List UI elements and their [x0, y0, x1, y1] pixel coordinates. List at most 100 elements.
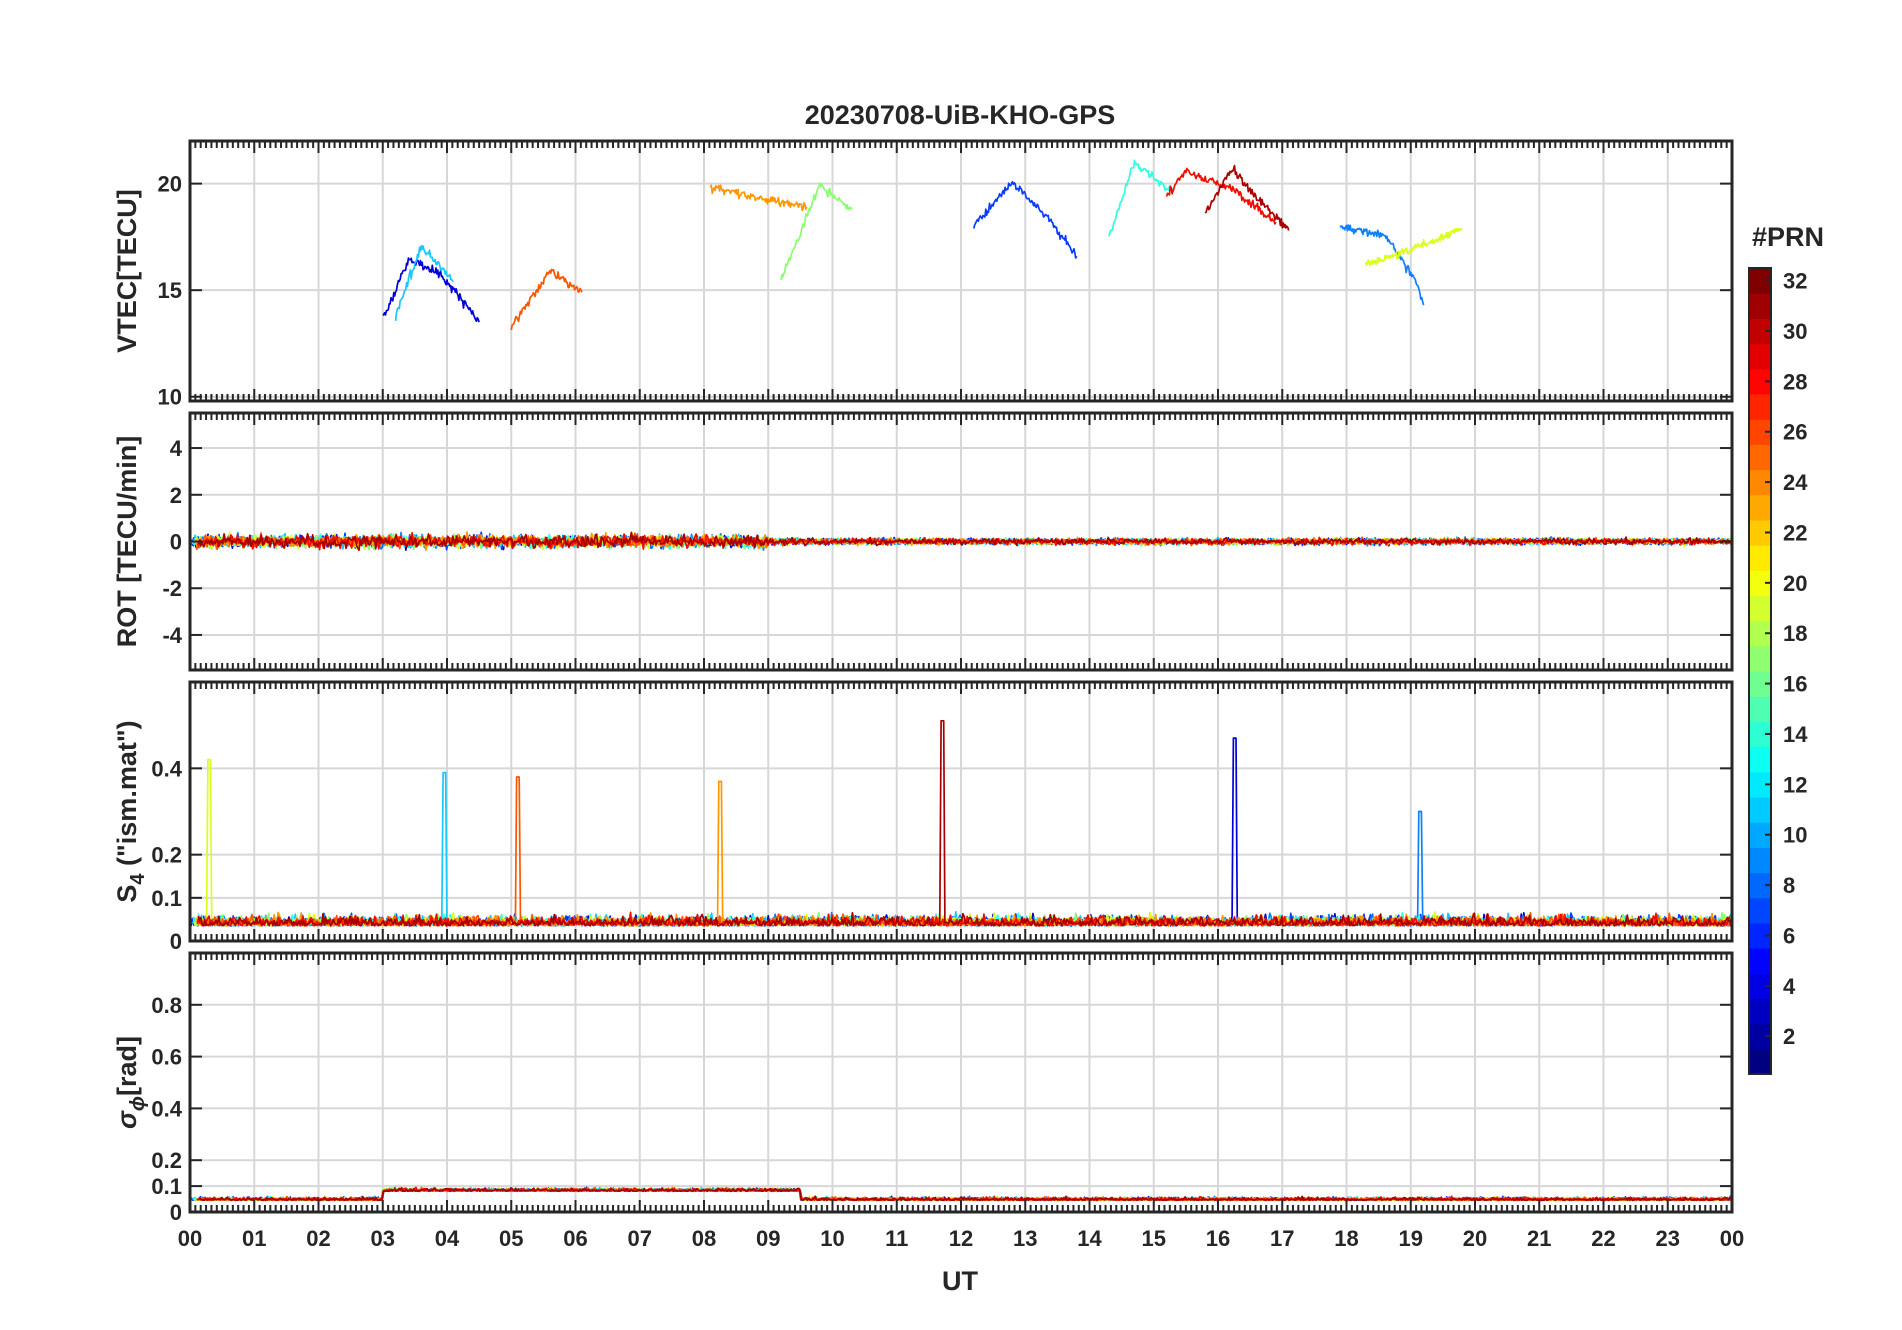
colorbar-tick-label: 14: [1783, 722, 1808, 747]
colorbar-swatch: [1749, 746, 1771, 773]
x-tick-label: 02: [306, 1226, 330, 1251]
traces-sigma: [190, 1186, 1732, 1202]
y-tick-label-rot: 4: [170, 436, 183, 461]
colorbar-swatch: [1749, 494, 1771, 521]
x-tick-label: 08: [692, 1226, 716, 1251]
trace-vtec-prn-31: [1204, 164, 1290, 231]
trace-s4-prn-23: [195, 780, 1732, 927]
x-tick-label: 21: [1527, 1226, 1551, 1251]
colorbar-tick-label: 20: [1783, 571, 1807, 596]
x-tick-label: 23: [1656, 1226, 1680, 1251]
colorbar-tick-label: 16: [1783, 672, 1807, 697]
x-tick-label: 20: [1463, 1226, 1487, 1251]
colorbar-tick-label: 12: [1783, 772, 1807, 797]
traces-rot: [190, 531, 1732, 552]
y-tick-label-s4: 0: [170, 929, 182, 954]
x-tick-label: 05: [499, 1226, 523, 1251]
y-tick-label-rot: -4: [162, 623, 182, 648]
y-axis-label-s4: S4 ("ism.mat"): [112, 720, 149, 902]
colorbar-swatch: [1749, 973, 1771, 1000]
y-ticks-sigma: [190, 1003, 1732, 1213]
grid-sigma: [190, 953, 1732, 1213]
y-ticks-s4: [190, 767, 1732, 942]
colorbar-tick-label: 8: [1783, 873, 1795, 898]
y-tick-label-vtec: 20: [158, 172, 182, 197]
trace-s4-prn-25: [196, 776, 1732, 927]
colorbar-swatch: [1749, 469, 1771, 496]
y-tick-label-rot: -2: [162, 576, 182, 601]
y-tick-label-sigma: 0.8: [151, 993, 182, 1018]
colorbar-swatch: [1749, 948, 1771, 974]
y-tick-label-s4: 0.2: [151, 843, 182, 868]
colorbar-tick-label: 18: [1783, 621, 1807, 646]
panel-vtec: 10 15 20 VTEC[TECU]: [112, 139, 1734, 410]
trace-vtec-prn-2: [382, 257, 480, 323]
y-ticks-vtec: [190, 182, 1732, 398]
y-axis-label-vtec: VTEC[TECU]: [112, 189, 142, 353]
panel-rot: -4 -2 0 2 4 ROT [TECU/min]: [112, 411, 1734, 672]
y-tick-label-s4: 0.1: [151, 886, 182, 911]
colorbar-tick-label: 22: [1783, 520, 1807, 545]
colorbar-swatch: [1749, 293, 1771, 319]
colorbar-swatch: [1749, 671, 1771, 697]
colorbar-swatch: [1749, 393, 1771, 420]
trace-vtec-prn-25: [510, 268, 583, 331]
x-tick-label: 15: [1142, 1226, 1166, 1251]
traces-vtec: [382, 159, 1463, 331]
x-tick-label: 09: [756, 1226, 780, 1251]
x-axis-label: UT: [942, 1266, 978, 1296]
colorbar-swatch: [1749, 771, 1771, 798]
y-tick-label-sigma: 0.6: [151, 1045, 182, 1070]
colorbar-tick-label: 30: [1783, 319, 1807, 344]
x-tick-label: 19: [1399, 1226, 1423, 1251]
x-tick-label: 04: [435, 1226, 460, 1251]
trace-rot-prn-31: [197, 531, 1732, 552]
panel-sigma: 00.10.2 0.4 0.6 0.8σϕ[rad] 00 01 02 03 04 05 06 07 0…: [112, 951, 1744, 1251]
colorbar-label: #PRN: [1752, 222, 1824, 252]
x-ticks-s4: [189, 682, 1733, 941]
colorbar-swatch: [1749, 721, 1771, 748]
y-axis-label-sigma: σϕ[rad]: [112, 1036, 149, 1129]
x-tick-label: 14: [1077, 1226, 1102, 1251]
trace-vtec-prn-17: [780, 182, 853, 281]
trace-vtec-prn-23: [709, 184, 808, 212]
trace-vtec-prn-11: [394, 245, 454, 321]
colorbar-tick-label: 28: [1783, 369, 1807, 394]
x-ticks-vtec: [189, 141, 1733, 401]
colorbar-swatch: [1749, 1048, 1771, 1075]
chart-title: 20230708-UiB-KHO-GPS: [805, 100, 1116, 130]
colorbar-tick-label: 10: [1783, 823, 1807, 848]
x-ticks-sigma: [189, 953, 1733, 1212]
traces-s4: [190, 719, 1732, 927]
x-tick-label: 11: [885, 1226, 908, 1251]
colorbar-tick-label: 24: [1783, 470, 1808, 495]
trace-vtec-prn-19: [1364, 227, 1463, 267]
x-tick-label: 00: [178, 1226, 202, 1251]
colorbar-swatch: [1749, 696, 1771, 722]
colorbar-swatch: [1749, 419, 1771, 445]
colorbar-swatch: [1749, 570, 1771, 597]
colorbar-swatch: [1749, 268, 1771, 294]
colorbar-swatch: [1749, 343, 1771, 370]
trace-s4-prn-19: [194, 758, 1732, 927]
trace-vtec-prn-28: [1165, 167, 1277, 225]
y-tick-label-rot: 2: [170, 483, 182, 508]
y-tick-label-sigma: 0.2: [151, 1148, 182, 1173]
x-tick-label: 01: [242, 1226, 266, 1251]
colorbar-swatch: [1749, 897, 1771, 924]
colorbar-swatch: [1749, 620, 1771, 647]
y-tick-label-rot: 0: [170, 530, 182, 555]
colorbar-tick-label: 2: [1783, 1024, 1795, 1049]
y-tick-label-sigma: 0.4: [151, 1096, 182, 1121]
y-tick-label-sigma: 0: [170, 1200, 182, 1225]
x-tick-label: 12: [949, 1226, 973, 1251]
x-tick-label: 22: [1591, 1226, 1615, 1251]
colorbar-swatch: [1749, 922, 1771, 949]
y-tick-label-sigma: 0.1: [151, 1174, 182, 1199]
colorbar-swatch: [1749, 1023, 1771, 1050]
trace-vtec-prn-8: [1339, 224, 1425, 306]
colorbar-swatch: [1749, 519, 1771, 546]
trace-s4-prn-11: [192, 771, 1732, 927]
